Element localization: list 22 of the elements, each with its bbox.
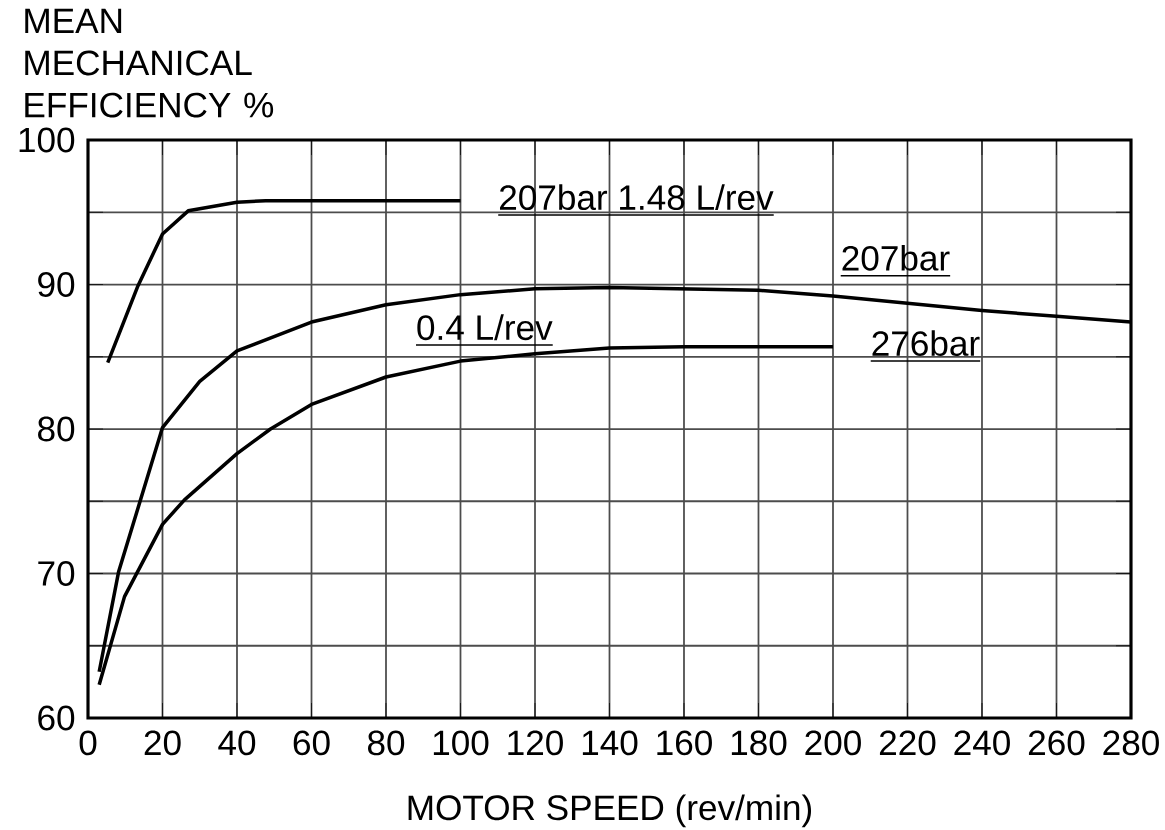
- x-tick-label: 0: [79, 730, 97, 756]
- y-tick-label: 90: [38, 272, 75, 297]
- x-tick-label: 140: [582, 730, 638, 756]
- x-axis-title: MOTOR SPEED (rev/min): [408, 794, 812, 828]
- y-tick-label: 70: [38, 561, 75, 586]
- x-tick-label: 200: [805, 730, 861, 756]
- x-tick-label: 260: [1028, 730, 1085, 756]
- x-tick-label: 120: [508, 730, 563, 756]
- x-tick-label: 280: [1103, 730, 1159, 756]
- x-tick-label: 80: [368, 730, 405, 756]
- x-tick-label: 220: [879, 730, 936, 756]
- x-tick-label: 20: [144, 730, 181, 756]
- y-tick-label: 80: [38, 416, 75, 442]
- y-tick-label: 60: [38, 705, 75, 731]
- x-tick-label: 100: [433, 730, 489, 756]
- x-tick-label: 180: [731, 730, 787, 756]
- x-tick-label: 40: [218, 730, 256, 756]
- x-tick-label: 160: [657, 730, 712, 756]
- x-tick-label: 60: [293, 730, 330, 756]
- y-axis-title: MEAN MECHANICAL EFFICIENCY %: [25, 8, 274, 118]
- x-tick-label: 240: [954, 730, 1010, 756]
- y-tick-label: 100: [19, 127, 75, 153]
